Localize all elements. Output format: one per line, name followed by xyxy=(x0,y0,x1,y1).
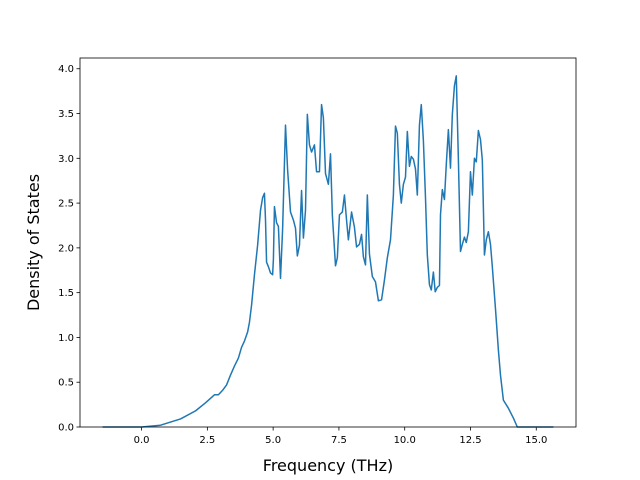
dos-line xyxy=(102,75,554,428)
axes-frame xyxy=(79,57,577,428)
y-tick-label: 2.0 xyxy=(58,243,74,254)
x-tick-label: 10.0 xyxy=(394,435,416,446)
x-tick-label: 2.5 xyxy=(199,435,215,446)
x-tick-label: 7.5 xyxy=(331,435,347,446)
x-tick-label: 12.5 xyxy=(459,435,481,446)
y-tick-label: 4.0 xyxy=(58,64,74,75)
x-tick-label: 0.0 xyxy=(134,435,150,446)
y-tick-label: 3.5 xyxy=(58,109,74,120)
y-tick-label: 0.5 xyxy=(58,378,74,389)
y-tick-label: 1.5 xyxy=(58,288,74,299)
y-axis-label: Density of States xyxy=(24,174,43,311)
x-tick-label: 15.0 xyxy=(525,435,547,446)
y-tick-label: 2.5 xyxy=(58,199,74,210)
y-tick-label: 3.0 xyxy=(58,154,74,165)
x-tick-label: 5.0 xyxy=(265,435,281,446)
y-tick-label: 0.0 xyxy=(58,423,74,434)
x-axis-label: Frequency (THz) xyxy=(263,456,393,475)
y-tick-label: 1.0 xyxy=(58,333,74,344)
